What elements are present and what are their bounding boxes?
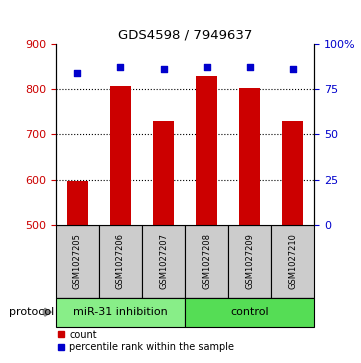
Text: protocol: protocol [9,307,54,317]
Bar [142,225,185,298]
Text: GSM1027210: GSM1027210 [288,233,297,289]
Text: control: control [230,307,269,317]
Bar [239,88,260,225]
FancyArrow shape [43,308,51,316]
Point [204,64,209,70]
Bar [228,225,271,298]
Bar [67,181,88,225]
Bar [110,86,131,225]
Bar [185,225,228,298]
Text: GSM1027205: GSM1027205 [73,233,82,289]
Bar [56,298,185,327]
Text: miR-31 inhibition: miR-31 inhibition [73,307,168,317]
Bar [271,225,314,298]
Point [118,64,123,70]
Bar [99,225,142,298]
Point [161,66,166,72]
Bar [282,121,303,225]
Point [290,66,295,72]
Point [247,64,252,70]
Text: GSM1027209: GSM1027209 [245,233,254,289]
Bar [185,298,314,327]
Text: GSM1027207: GSM1027207 [159,233,168,289]
Bar [153,121,174,225]
Point [75,70,81,76]
Text: GSM1027208: GSM1027208 [202,233,211,289]
Bar [196,76,217,225]
Text: GSM1027206: GSM1027206 [116,233,125,289]
Title: GDS4598 / 7949637: GDS4598 / 7949637 [118,28,252,41]
Legend: count, percentile rank within the sample: count, percentile rank within the sample [53,326,238,356]
Bar [56,225,99,298]
